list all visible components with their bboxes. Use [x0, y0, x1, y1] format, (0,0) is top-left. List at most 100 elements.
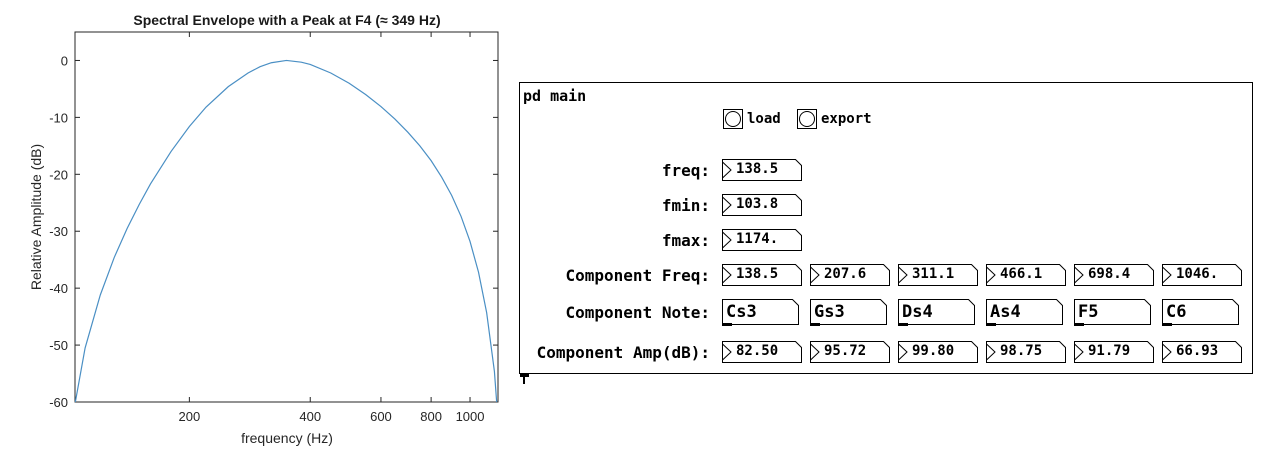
export-bang-button[interactable] [797, 109, 817, 129]
x-tick-label: 200 [179, 409, 201, 424]
fmin-value: 103.8 [736, 196, 779, 212]
fmax-number-box[interactable]: 1174. [722, 229, 802, 251]
symbol-box-frame-icon [810, 299, 887, 325]
component-note-box[interactable]: Gs3 [810, 299, 887, 326]
component-freq-box[interactable]: 138.5 [722, 264, 802, 286]
number-box-frame-icon [1074, 264, 1154, 286]
spectral-envelope-chart: Spectral Envelope with a Peak at F4 (≈ 3… [28, 12, 499, 446]
number-box-frame-icon [722, 159, 802, 181]
number-box-frame-icon [1074, 341, 1154, 363]
freq-label: freq: [661, 161, 710, 180]
component-note-box[interactable]: Cs3 [722, 299, 799, 326]
x-axis-ticks: 200 400 600 800 1000 [179, 32, 485, 424]
number-box-frame-icon [986, 341, 1066, 363]
pd-main-title: pd main [523, 87, 587, 105]
fmin-number-box[interactable]: 103.8 [722, 194, 802, 216]
component-amp-box[interactable]: 98.75 [986, 341, 1066, 363]
component-note-value: As4 [990, 302, 1021, 322]
component-freq-box[interactable]: 698.4 [1074, 264, 1154, 286]
x-axis-label: frequency (Hz) [241, 430, 333, 446]
component-note-value: Cs3 [726, 302, 757, 322]
component-freq-value: 311.1 [912, 266, 955, 282]
component-note-value: Gs3 [814, 302, 845, 322]
number-box-frame-icon [810, 341, 890, 363]
outlet-icon [1162, 323, 1172, 326]
component-amp-value: 91.79 [1088, 343, 1131, 359]
component-freq-value: 698.4 [1088, 266, 1131, 282]
symbol-box-frame-icon [986, 299, 1063, 325]
outlet-icon [722, 323, 732, 326]
y-tick-label: -50 [49, 338, 68, 353]
number-box-frame-icon [722, 341, 802, 363]
component-note-box[interactable]: F5 [1074, 299, 1151, 326]
component-note-box[interactable]: C6 [1162, 299, 1239, 326]
y-tick-label: -20 [49, 167, 68, 182]
load-bang-button[interactable] [723, 109, 743, 129]
component-note-value: F5 [1078, 302, 1099, 322]
number-box-frame-icon [898, 341, 978, 363]
x-tick-label: 1000 [456, 409, 485, 424]
y-tick-label: 0 [61, 53, 68, 68]
component-amp-box[interactable]: 82.50 [722, 341, 802, 363]
number-box-frame-icon [722, 264, 802, 286]
component-amp-box[interactable]: 95.72 [810, 341, 890, 363]
component-note-label: Component Note: [565, 303, 711, 322]
freq-value: 138.5 [736, 161, 779, 177]
fmax-value: 1174. [736, 231, 779, 247]
x-tick-label: 800 [420, 409, 442, 424]
y-axis-ticks: 0 -10 -20 -30 -40 -50 -60 [49, 53, 498, 410]
symbol-box-frame-icon [898, 299, 975, 325]
component-amp-value: 95.72 [824, 343, 867, 359]
component-amp-box[interactable]: 66.93 [1162, 341, 1242, 363]
component-freq-value: 207.6 [824, 266, 867, 282]
component-amp-value: 99.80 [912, 343, 955, 359]
component-amp-value: 66.93 [1176, 343, 1219, 359]
component-amp-label: Component Amp(dB): [536, 343, 710, 362]
symbol-box-frame-icon [1074, 299, 1151, 325]
pd-main-canvas[interactable]: pd main load export freq: 138.5 fmin: 10… [519, 82, 1253, 374]
component-amp-box[interactable]: 99.80 [898, 341, 978, 363]
component-freq-value: 1046. [1176, 266, 1219, 282]
component-note-value: Ds4 [902, 302, 933, 322]
y-tick-label: -60 [49, 395, 68, 410]
number-box-frame-icon [722, 194, 802, 216]
x-tick-label: 400 [299, 409, 321, 424]
number-box-frame-icon [1162, 264, 1242, 286]
number-box-frame-icon [986, 264, 1066, 286]
outlet-icon [810, 323, 820, 326]
load-label: load [747, 111, 781, 127]
bang-circle-icon [799, 111, 815, 127]
export-label: export [821, 111, 872, 127]
bang-circle-icon [725, 111, 741, 127]
symbol-box-frame-icon [1162, 299, 1239, 325]
y-axis-label: Relative Amplitude (dB) [28, 144, 44, 290]
y-tick-label: -30 [49, 224, 68, 239]
component-note-box[interactable]: As4 [986, 299, 1063, 326]
component-note-box[interactable]: Ds4 [898, 299, 975, 326]
symbol-box-frame-icon [722, 299, 799, 325]
number-box-frame-icon [1162, 341, 1242, 363]
component-freq-box[interactable]: 311.1 [898, 264, 978, 286]
freq-number-box[interactable]: 138.5 [722, 159, 802, 181]
chart-title: Spectral Envelope with a Peak at F4 (≈ 3… [133, 12, 440, 28]
component-amp-value: 98.75 [1000, 343, 1043, 359]
component-freq-box[interactable]: 1046. [1162, 264, 1242, 286]
component-freq-label: Component Freq: [565, 266, 711, 285]
component-freq-value: 466.1 [1000, 266, 1043, 282]
component-freq-value: 138.5 [736, 266, 779, 282]
canvas-inlet-stem-icon [523, 374, 525, 384]
outlet-icon [1074, 323, 1084, 326]
component-freq-box[interactable]: 207.6 [810, 264, 890, 286]
number-box-frame-icon [898, 264, 978, 286]
fmin-label: fmin: [661, 196, 710, 215]
component-freq-box[interactable]: 466.1 [986, 264, 1066, 286]
plot-area [74, 31, 499, 403]
y-tick-label: -10 [49, 110, 68, 125]
number-box-frame-icon [810, 264, 890, 286]
number-box-frame-icon [722, 229, 802, 251]
component-amp-value: 82.50 [736, 343, 779, 359]
component-note-value: C6 [1166, 302, 1187, 322]
x-tick-label: 600 [370, 409, 392, 424]
component-amp-box[interactable]: 91.79 [1074, 341, 1154, 363]
outlet-icon [898, 323, 908, 326]
